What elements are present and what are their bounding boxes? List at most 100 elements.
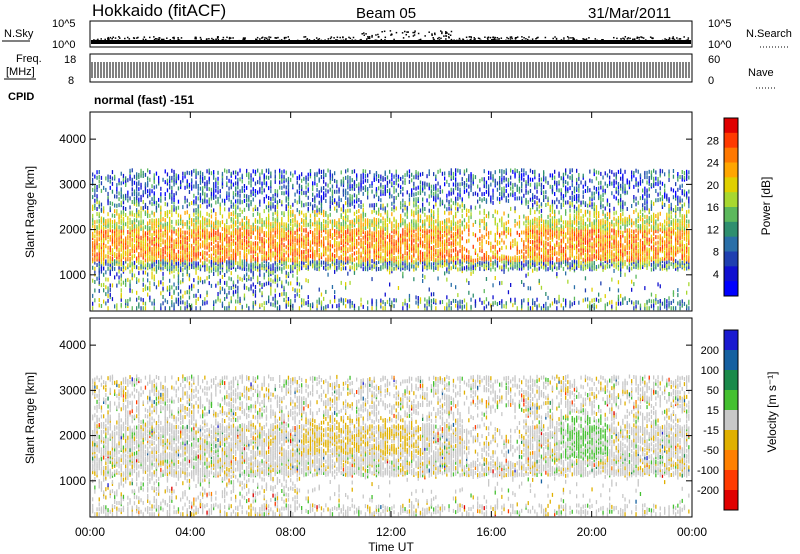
echo-mark [164,247,166,251]
echo-mark [347,230,349,235]
echo-mark [252,270,254,275]
echo-mark [252,275,254,280]
echo-mark [419,236,422,241]
echo-mark [325,210,327,215]
echo-mark [237,279,239,284]
echo-mark [360,177,362,182]
echo-mark [382,265,384,270]
echo-mark [380,298,382,303]
echo-mark [215,236,217,241]
echo-mark [140,206,142,211]
echo-mark [287,300,290,305]
echo-mark [133,235,136,240]
echo-mark [393,185,395,190]
echo-mark [226,169,228,174]
echo-mark [298,262,301,267]
echo-mark [182,272,184,277]
echo-mark [391,173,393,178]
echo-mark [404,173,406,178]
echo-mark [358,223,360,228]
echo-mark [296,176,298,181]
echo-mark [301,257,303,262]
echo-mark [173,174,175,179]
echo-mark [217,181,219,186]
echo-mark [191,184,193,189]
echo-mark [169,221,171,226]
echo-mark [329,254,331,259]
echo-mark [272,227,274,232]
echo-mark [307,195,309,200]
echo-mark [202,191,204,196]
echo-mark [96,252,98,257]
echo-mark [118,235,120,240]
echo-mark [250,235,252,239]
echo-mark [206,263,208,268]
echo-mark [397,183,400,188]
echo-mark [226,239,228,244]
echo-mark [274,169,276,174]
noise-dot [487,36,490,38]
echo-mark [397,177,400,182]
echo-mark [241,277,243,282]
echo-mark [158,254,160,259]
echo-mark [140,264,142,269]
echo-mark [270,171,272,176]
echo-mark [351,228,353,233]
echo-mark [171,178,173,183]
echo-mark [362,256,364,261]
echo-mark [325,289,327,294]
echo-mark [103,241,105,245]
echo-mark [270,284,272,289]
echo-mark [325,219,327,224]
echo-mark [162,223,164,228]
noise-dot [469,39,472,41]
echo-mark [237,294,239,299]
echo-mark [243,234,246,239]
echo-mark [349,259,351,264]
echo-mark [283,297,285,302]
echo-mark [371,184,373,188]
echo-mark [237,190,239,195]
echo-mark [408,169,411,174]
echo-mark [155,184,158,189]
noise-dot [560,39,563,41]
noise-dot [493,38,496,40]
echo-mark [166,245,169,250]
echo-mark [147,286,149,291]
echo-mark [402,218,404,222]
echo-mark [351,253,353,258]
echo-mark [345,247,347,251]
echo-mark [263,264,265,268]
echo-mark [419,188,422,193]
echo-mark [415,235,417,240]
echo-mark [413,181,415,186]
echo-mark [188,295,191,300]
echo-mark [149,170,151,175]
echo-mark [111,250,114,255]
echo-mark [347,227,349,232]
echo-mark [358,220,360,225]
echo-mark [118,275,120,280]
echo-mark [347,179,349,184]
echo-mark [342,298,345,303]
echo-mark [254,247,257,252]
echo-mark [345,256,347,261]
echo-mark [292,231,294,236]
noise-dot [242,37,245,39]
echo-mark [371,233,373,238]
echo-mark [397,192,400,197]
echo-mark [336,229,338,234]
echo-mark [206,221,208,225]
echo-mark [140,297,142,302]
echo-mark [138,209,140,214]
echo-mark [217,295,219,300]
echo-mark [98,204,100,209]
echo-mark [237,243,239,248]
echo-mark [116,306,118,311]
echo-mark [188,254,191,259]
noise-dot [259,38,261,40]
echo-mark [356,262,358,267]
echo-mark [235,241,237,246]
echo-mark [100,269,103,274]
echo-mark [107,298,109,303]
